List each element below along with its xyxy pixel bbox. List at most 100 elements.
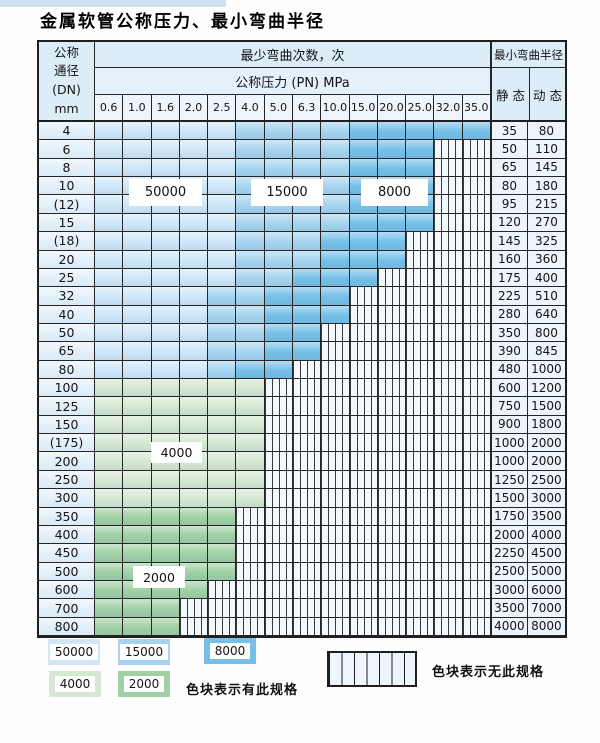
spec-cell-b80 bbox=[292, 268, 322, 288]
spec-cell-g40 bbox=[208, 397, 237, 416]
spec-cell-g40 bbox=[95, 489, 124, 508]
dn-cell: 50 bbox=[39, 323, 95, 343]
spec-cell-no bbox=[462, 140, 490, 159]
spec-cell-no bbox=[264, 580, 293, 600]
spec-cell-b50 bbox=[151, 305, 180, 324]
spec-cell-no bbox=[377, 470, 407, 490]
spec-cell-no bbox=[264, 617, 293, 637]
spec-cell-no bbox=[377, 305, 407, 324]
spec-cell-no bbox=[349, 415, 378, 435]
spec-cell-b50 bbox=[179, 360, 209, 380]
dynamic-value-cell: 845 bbox=[527, 342, 565, 361]
static-value-cell: 160 bbox=[489, 250, 528, 269]
spec-cell-no bbox=[236, 525, 265, 545]
spec-cell-no bbox=[462, 544, 490, 563]
spec-cell-no bbox=[434, 434, 463, 453]
dn-header-line: 通径 bbox=[53, 63, 79, 79]
spec-cell-b80 bbox=[321, 268, 350, 288]
spec-cell-no bbox=[377, 599, 407, 618]
dn-cell: 15 bbox=[39, 213, 95, 233]
spec-cell-g20 bbox=[95, 599, 124, 618]
dynamic-value-cell: 5000 bbox=[527, 562, 565, 581]
spec-cell-no bbox=[321, 525, 350, 545]
cycle-label-8000: 8000 bbox=[361, 179, 428, 206]
static-value-cell: 2250 bbox=[489, 544, 528, 563]
static-value-cell: 4000 bbox=[489, 617, 528, 637]
spec-cell-b50 bbox=[151, 232, 180, 251]
spec-cell-b50 bbox=[123, 342, 152, 361]
spec-cell-b50 bbox=[208, 195, 237, 214]
static-value-cell: 3500 bbox=[489, 599, 528, 618]
legend-label-4000: 4000 bbox=[54, 676, 96, 692]
spec-cell-b50 bbox=[95, 305, 124, 324]
spec-cell-no bbox=[236, 544, 265, 563]
spec-cell-no bbox=[462, 360, 490, 380]
spec-cell-b80 bbox=[349, 213, 378, 233]
legend-swatch-50000: 50000 bbox=[48, 639, 100, 665]
spec-cell-no bbox=[434, 287, 463, 306]
spec-cell-b15 bbox=[292, 213, 322, 233]
dn-cell: 150 bbox=[39, 415, 95, 435]
spec-cell-g40 bbox=[179, 379, 209, 398]
spec-cell-no bbox=[321, 470, 350, 490]
dn-cell: 6 bbox=[39, 140, 95, 159]
static-value-cell: 280 bbox=[489, 305, 528, 324]
spec-cell-no bbox=[377, 379, 407, 398]
dynamic-value-cell: 4000 bbox=[527, 525, 565, 545]
spec-cell-b50 bbox=[151, 268, 180, 288]
spec-cell-no bbox=[406, 323, 435, 343]
spec-cell-b50 bbox=[123, 360, 152, 380]
spec-cell-b50 bbox=[151, 213, 180, 233]
spec-cell-no bbox=[434, 195, 463, 214]
mid-header: 最少弯曲次数，次 公称压力 (PN) MPa 0.6 1.0 1.6 2.0 2.5 4.… bbox=[95, 42, 490, 120]
spec-cell-g20 bbox=[123, 525, 152, 545]
spec-cell-g40 bbox=[151, 489, 180, 508]
spec-cell-b15 bbox=[236, 287, 265, 306]
spec-cell-b15 bbox=[264, 232, 293, 251]
spec-cell-no bbox=[264, 452, 293, 471]
spec-cell-no bbox=[406, 232, 435, 251]
legend-no-spec-box bbox=[327, 651, 417, 687]
spec-cell-b80 bbox=[377, 232, 407, 251]
dynamic-value-cell: 510 bbox=[527, 287, 565, 306]
spec-cell-no bbox=[377, 323, 407, 343]
pressure-col-header: 10.0 bbox=[321, 95, 350, 120]
spec-cell-no bbox=[434, 250, 463, 269]
spec-cell-g40 bbox=[123, 415, 152, 435]
spec-cell-b80 bbox=[264, 323, 293, 343]
spec-cell-no bbox=[462, 470, 490, 490]
spec-cell-no bbox=[377, 415, 407, 435]
table-row: 32 225 510 bbox=[39, 287, 565, 306]
dn-header-cell: 公称 通径 (DN) mm bbox=[39, 42, 95, 120]
spec-cell-no bbox=[462, 507, 490, 526]
spec-cell-b80 bbox=[406, 122, 435, 141]
spec-cell-no bbox=[264, 525, 293, 545]
spec-cell-g20 bbox=[208, 507, 237, 526]
spec-cell-g40 bbox=[179, 470, 209, 490]
spec-cell-no bbox=[434, 232, 463, 251]
spec-cell-b50 bbox=[123, 250, 152, 269]
spec-cell-b80 bbox=[349, 232, 378, 251]
static-value-cell: 50 bbox=[489, 140, 528, 159]
spec-cell-no bbox=[264, 397, 293, 416]
spec-cell-b50 bbox=[151, 360, 180, 380]
dn-cell: 200 bbox=[39, 452, 95, 471]
spec-cell-no bbox=[377, 268, 407, 288]
table-row: 800 4000 8000 bbox=[39, 617, 565, 637]
table-row: 40 280 640 bbox=[39, 305, 565, 324]
table-row: 4 35 80 bbox=[39, 122, 565, 141]
spec-cell-b15 bbox=[264, 140, 293, 159]
static-value-cell: 1750 bbox=[489, 507, 528, 526]
spec-cell-b80 bbox=[349, 122, 378, 141]
spec-cell-b80 bbox=[321, 305, 350, 324]
table-row: 20 160 360 bbox=[39, 250, 565, 269]
spec-cell-no bbox=[377, 525, 407, 545]
spec-cell-g20 bbox=[95, 507, 124, 526]
static-value-cell: 1000 bbox=[489, 452, 528, 471]
spec-cell-no bbox=[406, 250, 435, 269]
spec-cell-b50 bbox=[151, 323, 180, 343]
spec-cell-no bbox=[377, 434, 407, 453]
spec-cell-b50 bbox=[123, 287, 152, 306]
spec-cell-no bbox=[406, 287, 435, 306]
